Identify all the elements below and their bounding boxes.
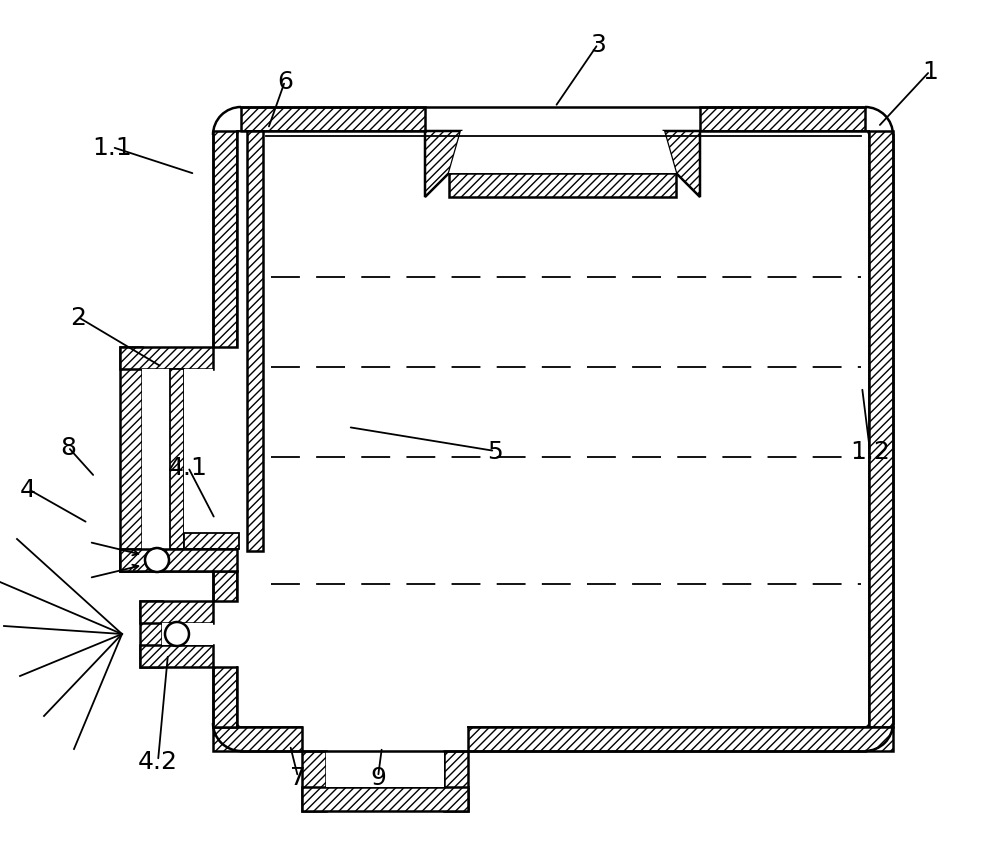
Text: 1.2: 1.2	[850, 439, 890, 463]
Polygon shape	[302, 751, 326, 811]
Polygon shape	[213, 572, 237, 601]
Polygon shape	[213, 667, 237, 727]
Text: 1: 1	[922, 60, 938, 84]
Polygon shape	[184, 533, 239, 549]
Polygon shape	[120, 347, 213, 369]
Text: 9: 9	[370, 765, 386, 789]
Text: 6: 6	[277, 70, 293, 94]
Polygon shape	[237, 132, 869, 727]
Polygon shape	[213, 727, 302, 751]
Polygon shape	[213, 132, 237, 347]
Polygon shape	[170, 369, 184, 549]
Text: 1.1: 1.1	[92, 136, 132, 160]
Polygon shape	[241, 107, 425, 132]
Text: 4: 4	[20, 478, 36, 502]
Polygon shape	[425, 132, 461, 198]
Polygon shape	[444, 751, 468, 811]
Text: 8: 8	[60, 436, 76, 460]
Polygon shape	[468, 727, 893, 751]
Circle shape	[166, 624, 188, 645]
Polygon shape	[120, 549, 213, 572]
Polygon shape	[120, 549, 237, 572]
Polygon shape	[162, 624, 213, 645]
Text: 4.1: 4.1	[168, 456, 208, 479]
Polygon shape	[869, 132, 893, 727]
Polygon shape	[326, 751, 444, 787]
Text: 2: 2	[70, 305, 86, 329]
Polygon shape	[302, 787, 468, 811]
Polygon shape	[449, 132, 676, 174]
Text: 3: 3	[590, 33, 606, 57]
Polygon shape	[140, 601, 213, 624]
Polygon shape	[700, 107, 865, 132]
Circle shape	[146, 549, 168, 572]
Polygon shape	[140, 645, 213, 667]
Text: 7: 7	[290, 765, 306, 789]
Polygon shape	[142, 369, 213, 549]
Polygon shape	[120, 347, 142, 572]
Polygon shape	[184, 369, 213, 549]
Polygon shape	[664, 132, 700, 198]
Text: 4.2: 4.2	[138, 749, 178, 773]
Polygon shape	[247, 132, 263, 551]
Text: 5: 5	[487, 439, 503, 463]
Polygon shape	[140, 601, 162, 667]
Polygon shape	[449, 174, 676, 198]
